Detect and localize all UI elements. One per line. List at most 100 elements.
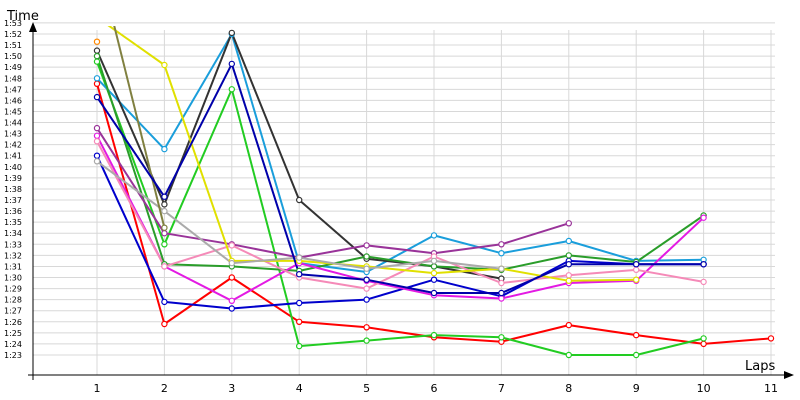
data-point (228, 29, 235, 37)
data-point (565, 220, 573, 227)
series-line (96, 55, 705, 272)
data-point (161, 193, 168, 200)
data-point (93, 158, 101, 165)
data-point (228, 86, 235, 93)
data-point (296, 271, 303, 278)
series-line (96, 62, 704, 294)
data-point (93, 124, 101, 132)
data-point (430, 289, 438, 297)
data-point (565, 272, 573, 279)
x-tick-label: 3 (228, 382, 235, 395)
y-tick-label: 1:42 (4, 141, 22, 150)
y-axis-label: Time (6, 9, 39, 24)
x-tick-labels: 1 2 3 4 5 6 7 8 9 10 11 (94, 382, 779, 395)
x-tick-label: 2 (161, 382, 168, 395)
data-point (430, 269, 438, 277)
x-tick-label: 10 (697, 382, 711, 395)
y-tick-label: 1:45 (4, 107, 22, 116)
y-tick-label: 1:30 (4, 274, 22, 283)
data-point (498, 241, 505, 248)
data-point (161, 229, 168, 237)
data-point (498, 334, 505, 341)
data-point (296, 318, 303, 325)
y-tick-label: 1:50 (4, 52, 22, 61)
y-tick-label: 1:35 (4, 218, 22, 227)
y-tick-label: 1:33 (4, 240, 22, 249)
data-point (565, 252, 573, 259)
data-point (93, 138, 101, 145)
y-tick-label: 1:26 (4, 318, 22, 327)
data-point (700, 340, 707, 348)
y-tick-label: 1:29 (4, 285, 22, 294)
series-line (113, 26, 166, 228)
data-point (430, 331, 438, 339)
y-tick-label: 1:31 (4, 262, 22, 271)
data-point (565, 237, 573, 245)
series-line (96, 127, 570, 259)
x-axis-arrow (784, 371, 794, 379)
data-point (363, 337, 370, 344)
data-point (363, 324, 370, 331)
y-tick-label: 1:41 (4, 152, 22, 161)
data-point (430, 263, 438, 270)
data-point (363, 265, 370, 272)
data-point (93, 38, 101, 45)
data-point (633, 351, 640, 359)
data-point (363, 285, 370, 292)
x-tick-label: 11 (764, 382, 778, 395)
data-point (161, 263, 168, 270)
data-point (161, 145, 168, 153)
data-point (363, 253, 370, 260)
data-point (700, 214, 707, 221)
data-point (363, 276, 370, 283)
data-point (93, 75, 101, 82)
data-point (700, 261, 707, 268)
x-tick-label: 7 (498, 382, 505, 395)
y-axis-arrow (29, 22, 37, 32)
data-point (498, 289, 505, 297)
y-tick-label: 1:23 (4, 351, 22, 360)
x-tick-label: 8 (565, 382, 572, 395)
y-tick-label: 1:49 (4, 63, 22, 72)
data-point (93, 152, 101, 159)
data-point (363, 242, 370, 249)
data-point (161, 207, 168, 215)
y-tick-label: 1:40 (4, 163, 22, 172)
data-point (228, 60, 235, 68)
data-point (700, 278, 707, 286)
data-point (161, 241, 168, 248)
y-tick-label: 1:38 (4, 185, 22, 194)
y-tick-label: 1:51 (4, 41, 22, 50)
data-point (363, 296, 370, 303)
data-point (228, 242, 235, 249)
series-line (96, 33, 704, 273)
y-tick-label: 1:36 (4, 207, 22, 216)
x-tick-label: 9 (633, 382, 640, 395)
y-tick-label: 1:52 (4, 30, 22, 39)
data-point (700, 335, 707, 342)
data-point (228, 305, 235, 312)
x-tick-label: 1 (94, 382, 101, 395)
data-point (565, 321, 573, 329)
data-point (93, 80, 101, 88)
data-point (296, 196, 303, 204)
data-point (498, 249, 505, 257)
y-tick-label: 1:25 (4, 329, 22, 338)
data-point (93, 93, 101, 101)
y-tick-label: 1:28 (4, 296, 22, 305)
axes (28, 22, 794, 380)
points-group (93, 29, 775, 359)
series-line (96, 155, 704, 310)
y-tick-label: 1:46 (4, 96, 22, 105)
data-point (296, 342, 303, 350)
data-point (767, 335, 775, 342)
data-point (430, 276, 438, 283)
data-point (296, 254, 303, 261)
series-line (96, 135, 705, 302)
y-tick-label: 1:44 (4, 119, 22, 128)
data-point (296, 299, 303, 307)
data-point (565, 261, 573, 268)
x-tick-label: 4 (296, 382, 303, 395)
y-tick-label: 1:47 (4, 85, 22, 94)
